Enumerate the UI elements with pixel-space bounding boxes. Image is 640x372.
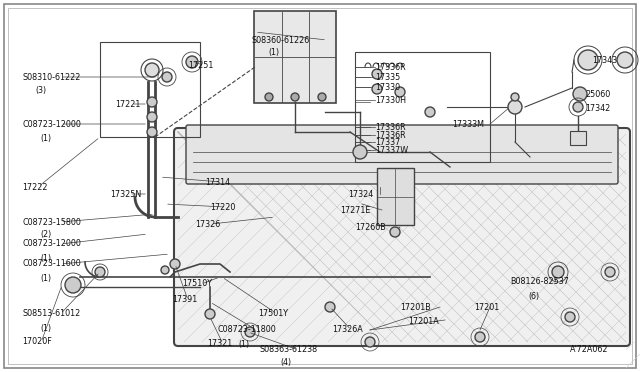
Text: (2): (2) (40, 230, 51, 238)
Bar (355, 52, 490, 162)
Circle shape (265, 93, 273, 101)
Text: 17335: 17335 (375, 73, 400, 81)
Text: 17326A: 17326A (332, 326, 363, 334)
Text: 17221: 17221 (115, 99, 140, 109)
Text: C08723-12000: C08723-12000 (22, 119, 81, 128)
Circle shape (578, 50, 598, 70)
Text: 17271E: 17271E (340, 205, 371, 215)
Text: (1): (1) (40, 253, 51, 263)
Text: 17391: 17391 (172, 295, 197, 305)
FancyBboxPatch shape (174, 128, 630, 346)
Circle shape (161, 266, 169, 274)
Circle shape (95, 267, 105, 277)
Circle shape (552, 266, 564, 278)
FancyBboxPatch shape (254, 11, 336, 103)
Circle shape (205, 309, 215, 319)
Text: C08723-11800: C08723-11800 (218, 326, 276, 334)
Text: 17020F: 17020F (22, 337, 52, 346)
Text: 17222: 17222 (22, 183, 47, 192)
Text: S08310-61222: S08310-61222 (22, 73, 81, 81)
Circle shape (291, 93, 299, 101)
Circle shape (573, 87, 587, 101)
Circle shape (325, 302, 335, 312)
Text: S08360-61226: S08360-61226 (252, 35, 310, 45)
Text: (1): (1) (40, 273, 51, 282)
Text: C08723-15800: C08723-15800 (22, 218, 81, 227)
Text: 17342: 17342 (585, 103, 611, 112)
Text: 17251: 17251 (188, 61, 213, 70)
Text: 17324: 17324 (348, 189, 373, 199)
Circle shape (353, 145, 367, 159)
Text: 17501Y: 17501Y (258, 310, 288, 318)
Text: (4): (4) (280, 357, 291, 366)
Circle shape (145, 63, 159, 77)
Text: 17326: 17326 (195, 219, 220, 228)
Text: 17330H: 17330H (375, 96, 406, 105)
Circle shape (147, 97, 157, 107)
Circle shape (617, 52, 633, 68)
Text: A'72A062: A'72A062 (570, 346, 609, 355)
Circle shape (147, 127, 157, 137)
Text: 17343: 17343 (592, 55, 617, 64)
Text: B08126-82537: B08126-82537 (510, 278, 569, 286)
Text: (6): (6) (528, 292, 539, 301)
Circle shape (390, 227, 400, 237)
Text: 17333M: 17333M (452, 119, 484, 128)
Text: (1): (1) (40, 324, 51, 333)
Text: 17314: 17314 (205, 177, 230, 186)
Text: 17337W: 17337W (375, 145, 408, 154)
Circle shape (365, 337, 375, 347)
Text: 17337: 17337 (375, 138, 400, 147)
Text: 17220: 17220 (210, 202, 236, 212)
Circle shape (147, 112, 157, 122)
Circle shape (65, 277, 81, 293)
Circle shape (425, 107, 435, 117)
Text: 17336R: 17336R (375, 122, 406, 131)
FancyBboxPatch shape (570, 131, 586, 145)
Circle shape (186, 56, 198, 68)
Circle shape (511, 93, 519, 101)
Text: 17201A: 17201A (408, 317, 439, 327)
Circle shape (162, 72, 172, 82)
Text: (1): (1) (268, 48, 279, 57)
Text: 17336R: 17336R (375, 131, 406, 140)
Text: 17321: 17321 (207, 340, 232, 349)
Text: C08723-11600: C08723-11600 (22, 260, 81, 269)
Circle shape (573, 102, 583, 112)
Text: 17336R: 17336R (375, 62, 406, 71)
Circle shape (318, 93, 326, 101)
Bar (100, 42, 200, 137)
Text: 25060: 25060 (585, 90, 611, 99)
Text: 17330: 17330 (375, 83, 400, 92)
Circle shape (170, 259, 180, 269)
Text: 17510Y: 17510Y (182, 279, 212, 289)
Text: (1): (1) (238, 340, 249, 349)
Circle shape (565, 312, 575, 322)
Circle shape (508, 100, 522, 114)
Circle shape (395, 87, 405, 97)
Circle shape (475, 332, 485, 342)
FancyBboxPatch shape (186, 125, 618, 184)
Text: S08363-61238: S08363-61238 (260, 346, 318, 355)
Text: (1): (1) (40, 134, 51, 142)
Text: 17201B: 17201B (400, 302, 431, 311)
Text: (3): (3) (35, 86, 46, 94)
Text: 17260B: 17260B (355, 222, 386, 231)
Circle shape (605, 267, 615, 277)
Circle shape (372, 84, 382, 94)
Circle shape (372, 69, 382, 79)
Text: C08723-12000: C08723-12000 (22, 240, 81, 248)
FancyBboxPatch shape (377, 168, 414, 225)
Text: 17201: 17201 (474, 302, 499, 311)
Circle shape (245, 327, 255, 337)
Text: 17325N: 17325N (110, 189, 141, 199)
Text: S08513-61012: S08513-61012 (22, 310, 80, 318)
